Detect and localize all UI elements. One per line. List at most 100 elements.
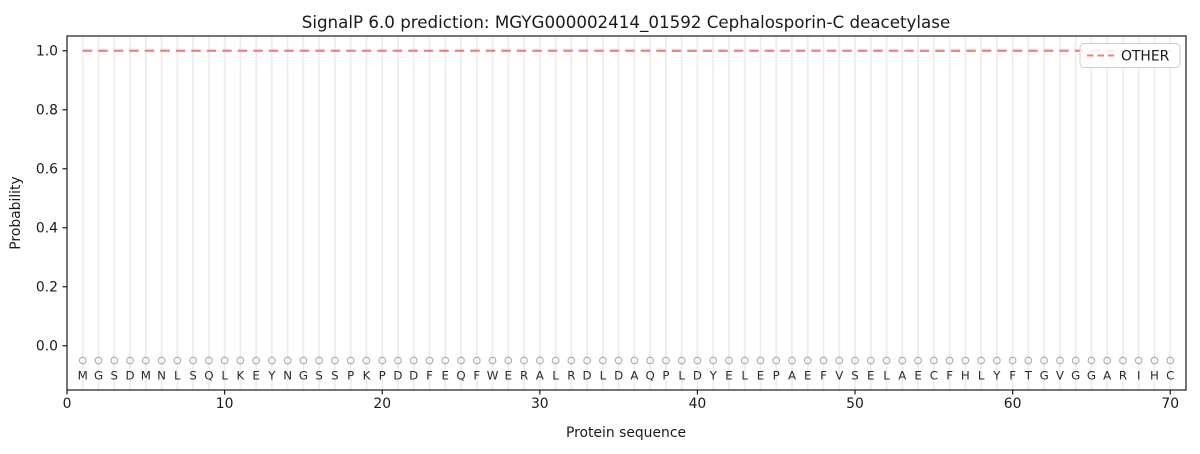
residue-marker <box>882 356 891 365</box>
residue-marker <box>898 356 907 365</box>
residue-marker <box>614 356 623 365</box>
residue-marker <box>1024 356 1033 365</box>
residue-marker <box>520 356 528 365</box>
legend-label: OTHER <box>1121 49 1170 65</box>
residue-marker <box>725 356 733 365</box>
x-tick-label: 40 <box>689 396 707 412</box>
residue-letter: K <box>236 369 244 383</box>
residue-letter: D <box>393 369 402 383</box>
x-tick-label: 30 <box>531 396 549 412</box>
residue-letter: R <box>1119 369 1127 383</box>
residue-marker <box>772 356 781 365</box>
y-tick-label: 0.8 <box>36 103 58 119</box>
residue-letter: N <box>283 369 292 383</box>
residue-letter: P <box>347 369 354 383</box>
residue-marker <box>472 356 481 365</box>
residue-marker <box>945 356 954 365</box>
residue-marker <box>378 356 387 365</box>
residue-letter: M <box>141 369 151 383</box>
y-tick-label: 0.0 <box>36 339 58 355</box>
y-tick-label: 0.2 <box>36 280 58 296</box>
residue-letter: L <box>883 369 890 383</box>
residue-letter: S <box>189 369 197 383</box>
residue-letter: S <box>851 369 859 383</box>
residue-letter: P <box>379 369 386 383</box>
residue-marker <box>851 356 859 365</box>
residue-marker <box>204 356 213 365</box>
residue-marker <box>126 356 134 365</box>
residue-letter: S <box>315 369 323 383</box>
residue-letter: L <box>741 369 748 383</box>
residue-marker <box>709 356 718 365</box>
residue-marker <box>362 356 371 365</box>
residue-letter: F <box>473 369 480 383</box>
y-tick-label: 1.0 <box>36 44 58 60</box>
residue-marker <box>567 356 576 365</box>
residue-letter: L <box>600 369 607 383</box>
residue-marker <box>157 356 166 365</box>
residue-letter: Q <box>456 369 465 383</box>
residue-marker <box>551 356 560 365</box>
residue-marker <box>173 356 182 365</box>
residue-letter: Y <box>267 369 276 383</box>
residue-letter: Y <box>992 369 1001 383</box>
residue-marker <box>977 356 985 365</box>
residue-letter: E <box>867 369 874 383</box>
residue-letter: Q <box>204 369 213 383</box>
residue-marker <box>141 356 150 365</box>
residue-marker <box>78 356 87 365</box>
x-tick-label: 0 <box>63 396 72 412</box>
residue-letter: R <box>567 369 575 383</box>
x-axis-label: Protein sequence <box>566 425 686 441</box>
plot-frame <box>66 35 1187 391</box>
residue-marker <box>220 356 229 365</box>
residue-letter: F <box>426 369 433 383</box>
residue-letter: H <box>961 369 970 383</box>
residue-marker <box>1119 356 1127 365</box>
y-tick-label: 0.6 <box>36 162 58 178</box>
residue-marker <box>740 356 749 365</box>
residue-letter: V <box>1056 369 1064 383</box>
residue-letter: I <box>1137 369 1140 383</box>
residue-marker <box>583 356 591 365</box>
residue-letter: S <box>331 369 339 383</box>
residue-marker <box>1040 356 1049 365</box>
legend: OTHER <box>1079 43 1181 68</box>
residue-letter: D <box>583 369 592 383</box>
gridlines-layer <box>81 36 1172 390</box>
residue-marker <box>866 356 875 365</box>
residue-marker <box>1071 356 1080 365</box>
residue-marker <box>535 356 544 365</box>
residue-letter: F <box>1009 369 1016 383</box>
residue-letter: A <box>1103 369 1111 383</box>
residue-marker <box>756 356 765 365</box>
residue-letter: Q <box>645 369 654 383</box>
residue-letter: V <box>835 369 843 383</box>
x-tick-label: 20 <box>373 396 391 412</box>
residue-letter: G <box>1071 369 1080 383</box>
residue-letter: E <box>914 369 921 383</box>
residue-marker <box>993 356 1001 365</box>
residue-marker <box>94 356 103 365</box>
residue-letter: T <box>1024 369 1033 383</box>
residue-marker <box>299 356 308 365</box>
residue-letter: G <box>1040 369 1049 383</box>
x-tick-label: 50 <box>846 396 864 412</box>
residue-letter: G <box>1087 369 1096 383</box>
residue-letter: C <box>1166 369 1174 383</box>
residue-letter: A <box>788 369 796 383</box>
residue-letter: F <box>946 369 953 383</box>
residue-marker <box>788 356 796 365</box>
residue-letter: P <box>662 369 669 383</box>
y-tick-label: 0.4 <box>36 221 58 237</box>
residue-letter: L <box>978 369 985 383</box>
residue-marker <box>819 356 828 365</box>
residue-letter: E <box>757 369 764 383</box>
residue-marker <box>914 356 922 365</box>
residue-marker <box>1056 356 1064 365</box>
residue-letter: Y <box>709 369 718 383</box>
chart-title: SignalP 6.0 prediction: MGYG000002414_01… <box>302 12 951 33</box>
